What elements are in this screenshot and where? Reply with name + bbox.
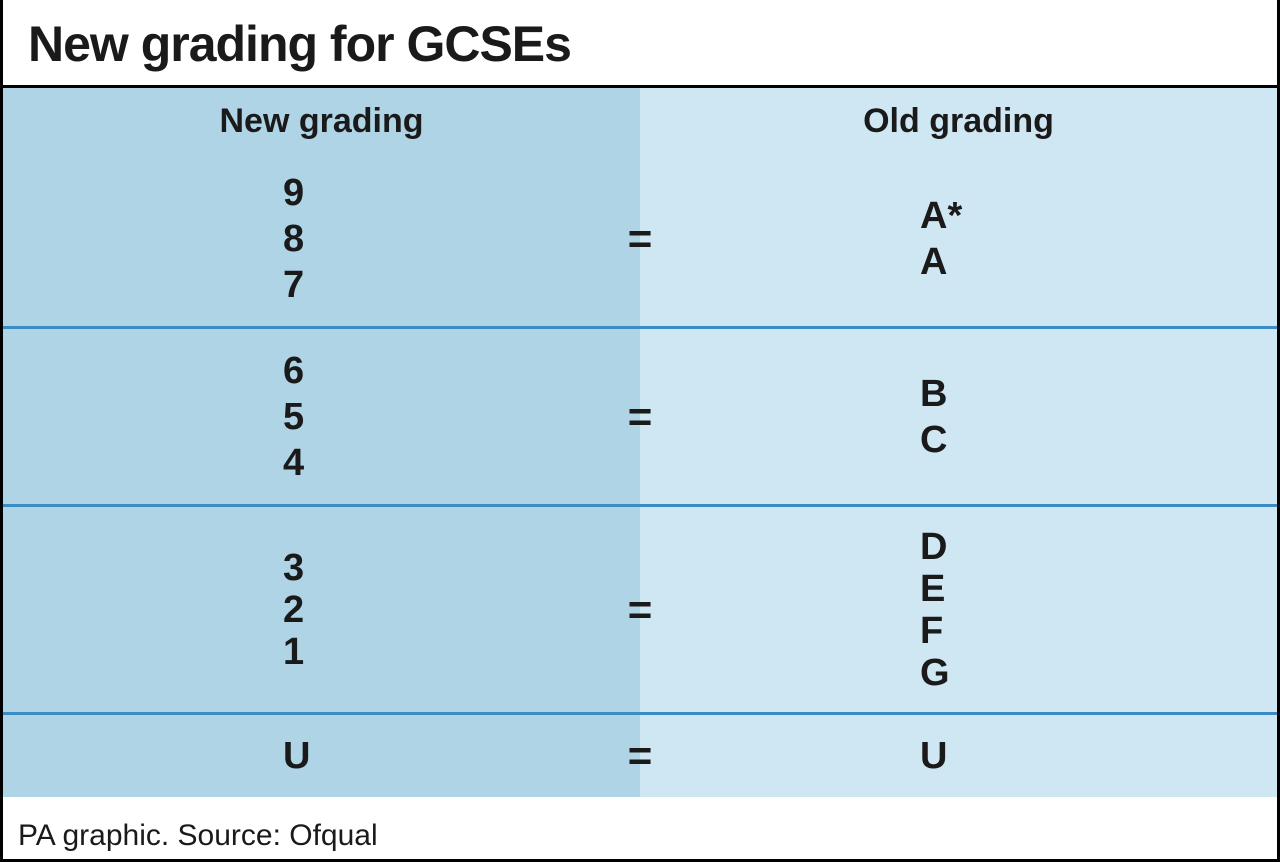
footer-source: PA graphic. Source: Ofqual xyxy=(18,819,378,853)
new-grade: 8 xyxy=(283,216,640,262)
new-grade: 5 xyxy=(283,394,640,440)
band-left: 987 xyxy=(3,151,640,326)
equals-sign: = xyxy=(628,215,653,263)
header-row: New grading Old grading xyxy=(3,88,1277,151)
band-left: 654 xyxy=(3,329,640,504)
table-area: New grading Old grading 987A*A=654BC=321… xyxy=(3,85,1277,797)
new-grade: 3 xyxy=(283,547,640,589)
chart-title: New grading for GCSEs xyxy=(3,0,1277,85)
new-grade: 2 xyxy=(283,589,640,631)
old-grade: D xyxy=(920,526,1277,568)
band-row: UU= xyxy=(3,715,1277,797)
header-new-grading: New grading xyxy=(3,88,640,151)
old-grade: B xyxy=(920,371,1277,417)
band-right: U xyxy=(640,715,1277,797)
band-row: 654BC= xyxy=(3,329,1277,504)
band-right: A*A xyxy=(640,151,1277,326)
old-grade: A xyxy=(920,239,1277,285)
band-left: 321 xyxy=(3,507,640,712)
new-grade: 7 xyxy=(283,262,640,308)
old-grade: C xyxy=(920,417,1277,463)
new-grade: 6 xyxy=(283,348,640,394)
new-grade: 4 xyxy=(283,440,640,486)
new-grade: 9 xyxy=(283,170,640,216)
old-grade: U xyxy=(920,733,1277,779)
header-old-grading: Old grading xyxy=(640,88,1277,151)
equals-sign: = xyxy=(628,732,653,780)
infographic-container: New grading for GCSEs New grading Old gr… xyxy=(0,0,1280,862)
band-right: BC xyxy=(640,329,1277,504)
old-grade: A* xyxy=(920,193,1277,239)
band-row: 321DEFG= xyxy=(3,507,1277,712)
old-grade: E xyxy=(920,568,1277,610)
band-left: U xyxy=(3,715,640,797)
new-grade: U xyxy=(283,733,640,779)
band-right: DEFG xyxy=(640,507,1277,712)
new-grade: 1 xyxy=(283,631,640,673)
equals-sign: = xyxy=(628,586,653,634)
old-grade: G xyxy=(920,652,1277,694)
equals-sign: = xyxy=(628,393,653,441)
band-row: 987A*A= xyxy=(3,151,1277,326)
old-grade: F xyxy=(920,610,1277,652)
bands-host: 987A*A=654BC=321DEFG=UU= xyxy=(3,151,1277,797)
